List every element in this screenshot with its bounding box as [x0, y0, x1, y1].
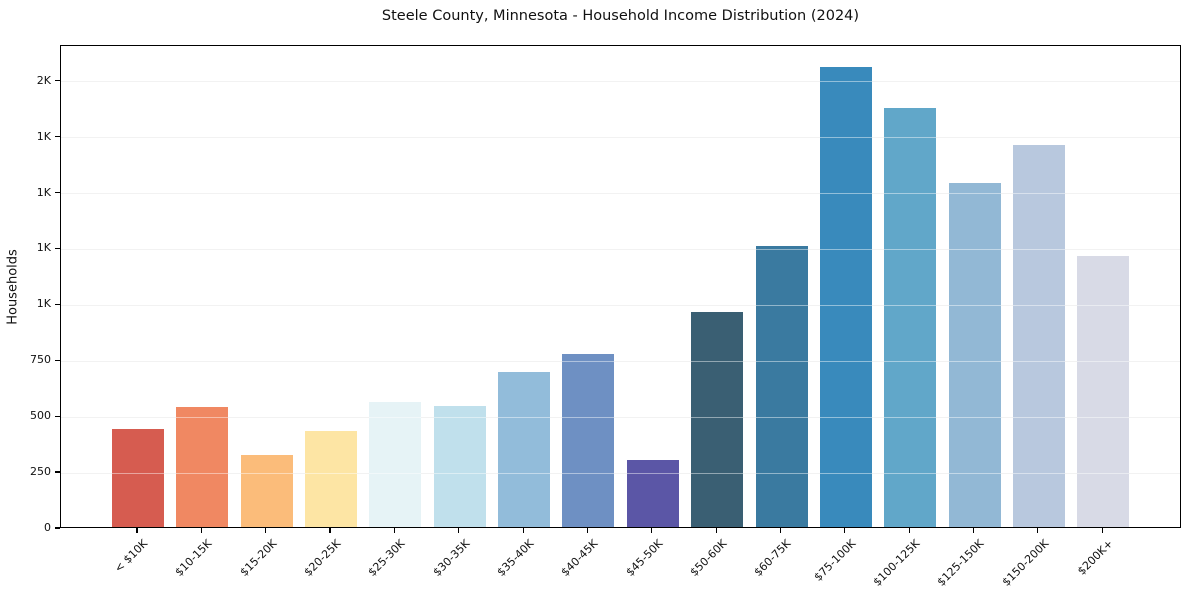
x-tick-label-20-25k: $20-25K [301, 537, 344, 579]
y-tick-label: 750 [30, 353, 51, 367]
x-tick-label-75-100k: $75-100K [811, 537, 859, 584]
chart-title: Steele County, Minnesota - Household Inc… [381, 8, 860, 24]
y-tick-mark [55, 359, 60, 361]
bar-60-75k [755, 246, 808, 527]
y-axis-label: Households [5, 249, 21, 325]
bar-35-40k [498, 371, 551, 527]
bar-75-100k [819, 67, 872, 527]
y-tick-label: 2K [36, 73, 51, 87]
x-tick-mark [586, 528, 589, 533]
bar-50-60k [691, 312, 744, 527]
x-tick-mark [908, 528, 910, 533]
x-tick-label-125-150k: $125-150K [934, 537, 987, 589]
x-tick-label-35-40k: $35-40K [494, 537, 537, 579]
y-tick-label: 0 [44, 521, 51, 534]
x-tick-mark [522, 528, 524, 533]
x-tick-mark [779, 528, 782, 533]
bar-125-150k [948, 182, 1001, 527]
x-tick-mark [458, 528, 460, 533]
x-tick-mark [715, 528, 717, 533]
gridline-overlay [61, 81, 1180, 83]
gridline-overlay [61, 360, 1180, 362]
y-tick-mark [55, 471, 60, 473]
bar-100-125k [884, 107, 937, 527]
gridline [61, 81, 1180, 83]
x-tick-label-50-60k: $50-60K [687, 537, 730, 579]
plot-area [60, 45, 1181, 528]
x-tick-mark [1101, 528, 1103, 533]
y-tick-mark [55, 303, 60, 305]
y-tick-label: 500 [30, 409, 51, 423]
gridline-overlay [61, 472, 1180, 474]
gridline [61, 416, 1180, 418]
y-tick-label: 250 [30, 465, 51, 479]
x-tick-mark [136, 528, 138, 533]
x-tick-label-150-200k: $150-200K [999, 537, 1052, 589]
x-tick-label-10-15k: $10-15K [172, 537, 215, 579]
x-tick-mark [265, 528, 267, 533]
x-tick-label-10k: < $10K [112, 537, 151, 576]
x-tick-label-200k: $200K+ [1074, 537, 1116, 578]
x-tick-label-15-20k: $15-20K [237, 537, 279, 579]
gridline [61, 193, 1180, 195]
y-tick-mark [55, 247, 60, 250]
x-tick-mark [393, 528, 395, 533]
y-tick-label: 1K [36, 185, 51, 199]
bar-10-15k [176, 407, 229, 527]
y-tick-mark [55, 415, 60, 417]
y-tick-label: 1K [36, 241, 51, 255]
x-tick-label-40-45k: $40-45K [558, 537, 601, 579]
bar-20-25k [305, 430, 358, 527]
x-tick-mark [1037, 528, 1039, 533]
x-tick-mark [329, 528, 331, 533]
bar-40-45k [562, 353, 615, 527]
bar-30-35k [433, 406, 486, 527]
x-tick-mark [651, 528, 653, 533]
bar-10k [112, 428, 164, 527]
x-tick-mark [972, 528, 975, 533]
y-tick-mark [55, 80, 60, 82]
gridline [61, 360, 1180, 362]
gridline-overlay [61, 248, 1180, 250]
bar-150-200k [1012, 144, 1065, 527]
y-tick-mark [55, 136, 60, 138]
gridline-overlay [61, 304, 1180, 306]
gridline [61, 137, 1180, 139]
bar-45-50k [626, 459, 679, 527]
y-tick-label: 1K [36, 129, 51, 143]
gridline-overlay [61, 137, 1180, 139]
gridline-overlay [61, 416, 1180, 418]
y-tick-mark [55, 191, 60, 194]
x-tick-label-60-75k: $60-75K [751, 537, 794, 579]
gridline-overlay [61, 193, 1180, 195]
y-tick-mark [55, 527, 60, 529]
x-tick-label-100-125k: $100-125K [870, 537, 923, 589]
x-tick-mark [844, 528, 846, 533]
bar-15-20k [240, 455, 293, 527]
bar-25-30k [369, 401, 422, 527]
gridline [61, 304, 1180, 306]
gridline [61, 472, 1180, 474]
x-tick-label-25-30k: $25-30K [365, 537, 408, 579]
bar-200k [1077, 256, 1130, 527]
x-tick-label-45-50k: $45-50K [623, 537, 665, 579]
x-tick-label-30-35k: $30-35K [430, 537, 472, 579]
y-tick-label: 1K [36, 297, 51, 311]
x-tick-mark [200, 528, 202, 533]
gridline [61, 248, 1180, 250]
